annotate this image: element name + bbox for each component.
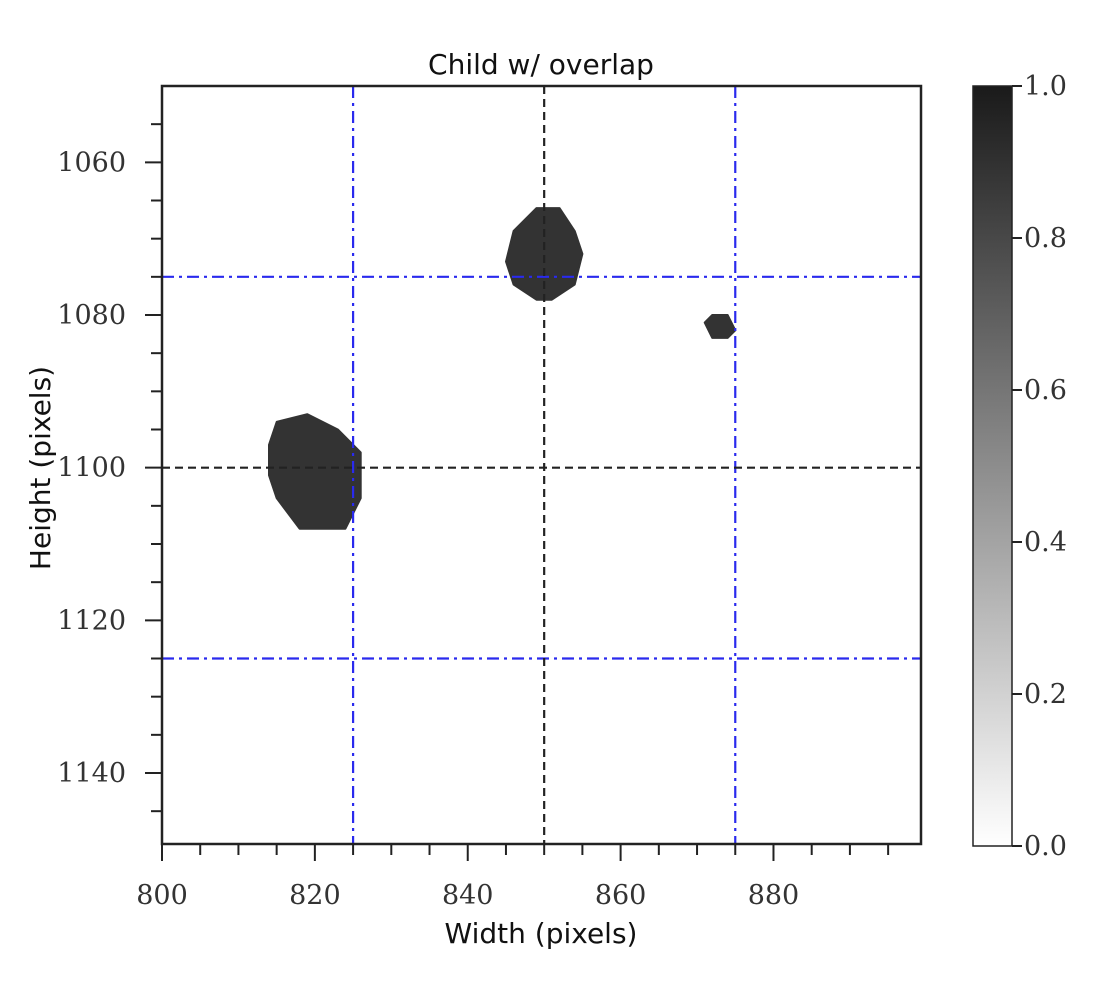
y-tick-label: 1080 [57,300,126,331]
colorbar-tick-label: 1.0 [1024,71,1067,102]
x-tick-label: 880 [748,880,800,911]
plot-frame [160,84,923,846]
colorbar-tick-label: 0.8 [1024,223,1067,254]
x-axis: 800 820 840 860 880 [136,844,890,911]
y-tick-label: 1100 [57,453,126,484]
colorbar-tick-label: 0.0 [1024,831,1067,862]
plot-title: Child w/ overlap [428,48,654,81]
x-tick-label: 840 [442,880,494,911]
x-axis-title: Width (pixels) [445,917,638,950]
x-tick-label: 860 [595,880,647,911]
y-tick-label: 1060 [57,147,126,178]
plot-area [160,84,923,846]
colorbar-tick-label: 0.2 [1024,679,1067,710]
y-tick-label: 1140 [57,758,126,789]
colorbar-gradient [972,85,1013,847]
reference-lines [162,86,921,844]
colorbar-tick-label: 0.6 [1024,375,1067,406]
colorbar: 0.0 0.2 0.4 0.6 0.8 1.0 [972,71,1067,862]
colorbar-tick-label: 0.4 [1024,527,1067,558]
y-axis: 1060 1080 1100 1120 1140 [57,123,162,813]
x-tick-label: 820 [289,880,341,911]
blob-2 [268,413,362,530]
y-axis-title: Height (pixels) [24,366,57,570]
colorbar-ticks: 0.0 0.2 0.4 0.6 0.8 1.0 [1012,71,1067,862]
x-tick-label: 800 [136,880,188,911]
y-tick-label: 1120 [57,605,126,636]
